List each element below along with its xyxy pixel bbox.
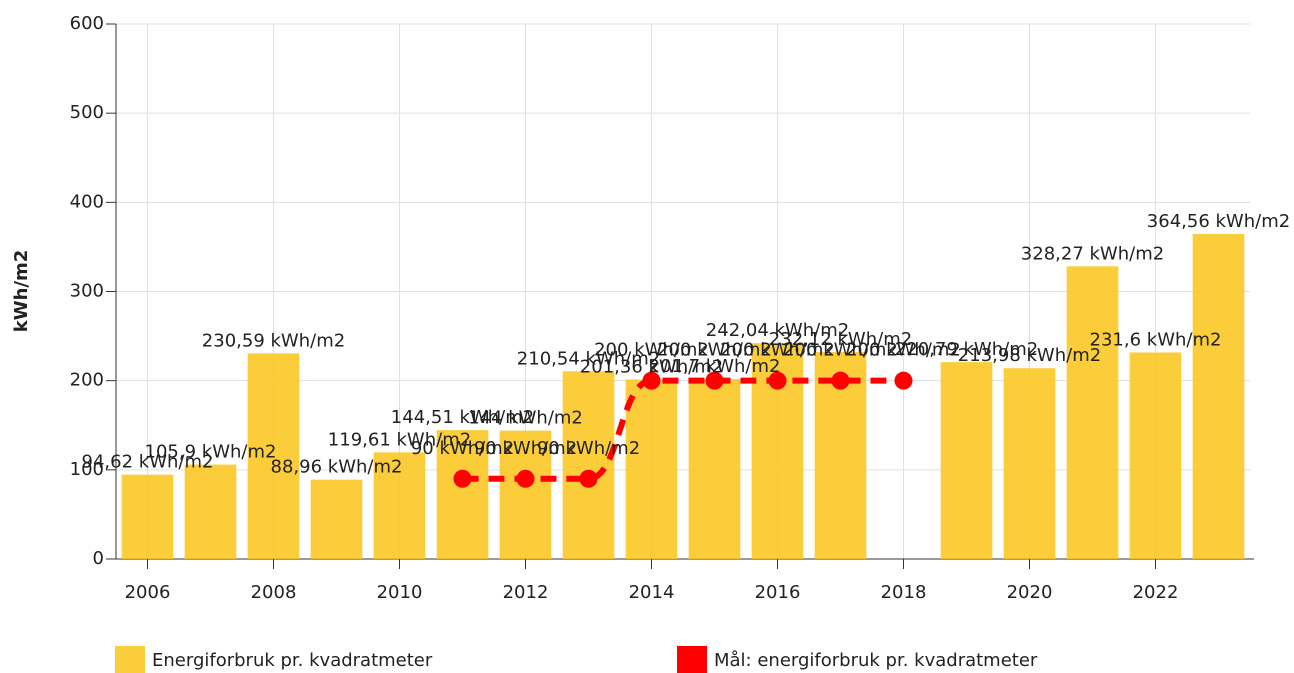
value-label: 90 kWh/m2 (474, 438, 577, 459)
legend-label: Mål: energiforbruk pr. kvadratmeter (714, 650, 1038, 671)
y-tick-label: 100 (70, 459, 104, 480)
value-label: 210,54 kWh/m2 (517, 348, 660, 369)
value-label: 200 kWh/m2 (720, 340, 835, 361)
y-axis-label: kWh/m2 (11, 250, 32, 333)
value-label: 242,04 kWh/m2 (706, 320, 849, 341)
y-tick-label: 0 (93, 548, 104, 569)
target-point (768, 371, 787, 390)
y-tick-label: 200 (70, 370, 104, 391)
target-point (894, 371, 913, 390)
value-label: 213,98 kWh/m2 (958, 345, 1101, 366)
legend-swatch (115, 646, 145, 673)
y-tick-label: 500 (70, 102, 104, 123)
value-label: 105,9 kWh/m2 (145, 442, 277, 463)
value-label: 328,27 kWh/m2 (1021, 243, 1164, 264)
x-tick-label: 2006 (125, 582, 171, 603)
x-tick-label: 2022 (1133, 582, 1179, 603)
value-label: 200 kWh/m2 (657, 340, 772, 361)
value-label: 88,96 kWh/m2 (271, 457, 403, 478)
value-label: 94,62 kWh/m2 (82, 452, 214, 473)
value-label: 119,61 kWh/m2 (328, 429, 471, 450)
target-line (462, 377, 904, 482)
bar (940, 362, 993, 559)
legend-swatch (677, 646, 707, 673)
target-point (516, 469, 535, 488)
target-point (831, 371, 850, 390)
value-label: 200 kWh/m2 (783, 340, 898, 361)
bar (1192, 233, 1245, 559)
bar (688, 379, 741, 559)
value-label: 200 kWh/m2 (846, 340, 961, 361)
bar (121, 474, 174, 559)
legend-label: Energiforbruk pr. kvadratmeter (152, 650, 433, 671)
value-label: 231,6 kWh/m2 (1090, 329, 1222, 350)
x-tick-label: 2016 (755, 582, 801, 603)
value-label: 230,59 kWh/m2 (202, 330, 345, 351)
y-tick-label: 600 (70, 13, 104, 34)
value-label: 90 kWh/m2 (411, 438, 514, 459)
value-label: 220,79 kWh/m2 (895, 339, 1038, 360)
value-label: 144,51 kWh/m2 (391, 407, 534, 428)
value-label: 201,36 kWh/m2 (580, 356, 723, 377)
value-label: 90 kWh/m2 (537, 438, 640, 459)
value-label: 201,7 kWh/m2 (649, 356, 781, 377)
bar (499, 430, 552, 559)
value-label: 200 kWh/m2 (594, 340, 709, 361)
y-tick-label: 300 (70, 281, 104, 302)
x-tick-label: 2012 (503, 582, 549, 603)
bar (562, 371, 615, 559)
bar (625, 379, 678, 559)
x-tick-label: 2018 (881, 582, 927, 603)
x-tick-label: 2020 (1007, 582, 1053, 603)
value-label: 364,56 kWh/m2 (1147, 211, 1290, 232)
bar (1003, 368, 1056, 559)
bar (1066, 266, 1119, 559)
bar (373, 452, 426, 559)
bar (247, 353, 300, 559)
target-point (705, 371, 724, 390)
target-point (579, 469, 598, 488)
x-tick-label: 2008 (251, 582, 297, 603)
target-point (642, 371, 661, 390)
value-label: 232,12 kWh/m2 (769, 329, 912, 350)
bar (184, 464, 237, 559)
target-point (453, 469, 472, 488)
bar (310, 479, 363, 559)
value-label: 144 kWh/m2 (468, 408, 583, 429)
x-tick-label: 2014 (629, 582, 675, 603)
bar (1129, 352, 1182, 559)
bar (436, 430, 489, 559)
x-tick-label: 2010 (377, 582, 423, 603)
y-tick-label: 400 (70, 191, 104, 212)
